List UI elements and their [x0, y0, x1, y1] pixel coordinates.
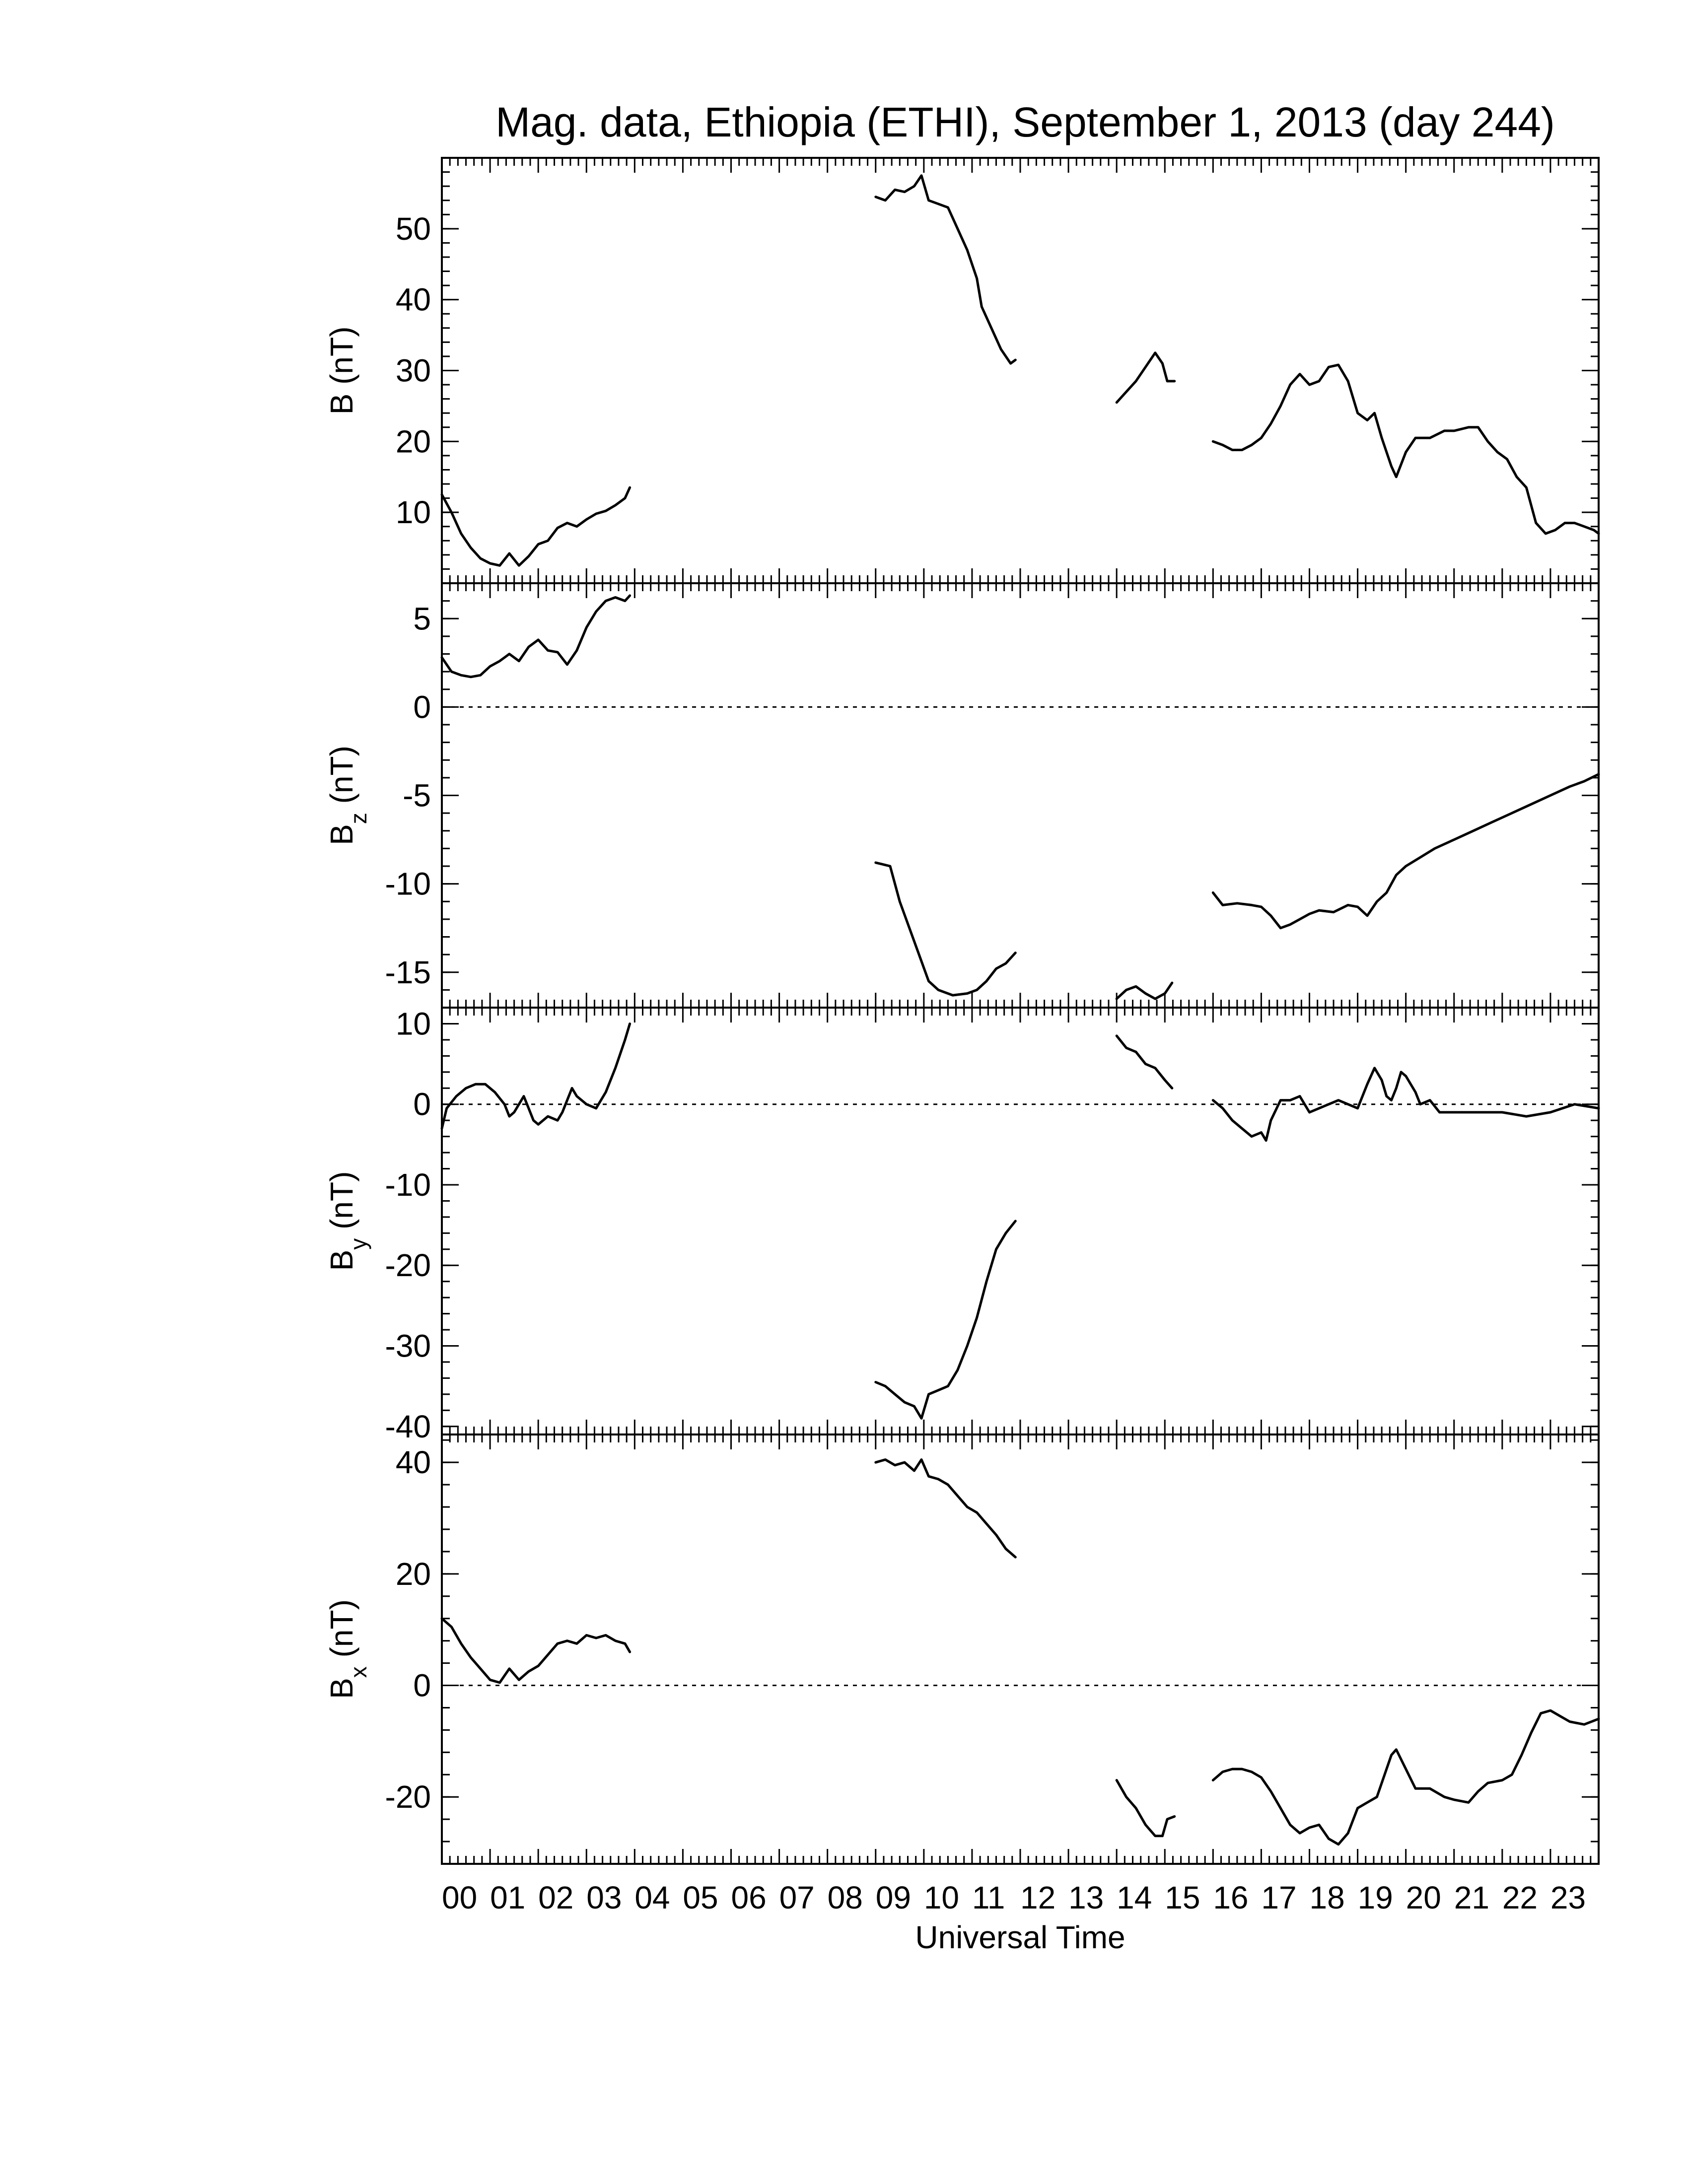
series-b-segment-4 [1211, 363, 1600, 535]
y-axis-label: By (nT) [324, 1171, 371, 1271]
series-bx-segment-2 [874, 1458, 1017, 1559]
series-by-segment-4 [1211, 1067, 1600, 1142]
x-tick-labels: 00 01 02 03 04 05 06 07 08 09 10 11 12 13 14 15 16 17 18 19… [442, 1880, 1586, 1915]
x-tick-label: 10 [924, 1880, 959, 1915]
x-tick-label: 07 [779, 1880, 815, 1915]
y-tick-label: 10 [396, 1006, 431, 1041]
panel-b: 10 20 30 40 50 B (nT) [324, 157, 1600, 584]
y-tick-label: -10 [385, 866, 431, 902]
x-tick-label: 15 [1165, 1880, 1200, 1915]
x-tick-label: 11 [972, 1880, 1005, 1915]
series-by-segment-1 [440, 1023, 632, 1130]
x-tick-label: 19 [1358, 1880, 1393, 1915]
x-tick-label: 03 [586, 1880, 622, 1915]
y-tick-label: -5 [403, 778, 431, 814]
x-tick-label: 20 [1406, 1880, 1441, 1915]
series-bx-segment-3 [1115, 1779, 1176, 1838]
x-tick-label: 12 [1020, 1880, 1055, 1915]
y-tick-label: 5 [413, 601, 431, 636]
x-tick-label: 02 [538, 1880, 573, 1915]
y-tick-label: -30 [385, 1328, 431, 1364]
series-bz-segment-4 [1211, 773, 1600, 930]
series-by-segment-2 [874, 1220, 1017, 1420]
panel-frame [441, 582, 1600, 1009]
series-by-segment-3 [1115, 1034, 1174, 1090]
x-tick-label: 01 [490, 1880, 525, 1915]
y-tick-label: 30 [396, 353, 431, 389]
x-tick-label: 21 [1454, 1880, 1489, 1915]
y-tick-label: -15 [385, 955, 431, 990]
y-tick-label: -10 [385, 1167, 431, 1203]
y-tick-label: 0 [413, 1087, 431, 1122]
series-b-segment-1 [440, 486, 632, 567]
x-tick-label: 22 [1502, 1880, 1538, 1915]
series-bz-segment-2 [874, 861, 1017, 997]
series-bz-segment-1 [440, 594, 632, 679]
panel-bz: 5 0 -5 -10 -15 Bz (nT) [324, 582, 1600, 1009]
y-tick-label: 0 [413, 689, 431, 725]
panel-frame [441, 157, 1600, 584]
y-tick-label: 10 [396, 494, 431, 530]
x-tick-label: 00 [442, 1880, 477, 1915]
y-axis-label: Bz (nT) [324, 746, 371, 845]
x-tick-label: 18 [1310, 1880, 1345, 1915]
y-axis-label: Bx (nT) [324, 1599, 371, 1699]
x-tick-label: 05 [683, 1880, 718, 1915]
x-tick-label: 13 [1068, 1880, 1104, 1915]
y-tick-label: 40 [396, 1444, 431, 1480]
x-tick-label: 08 [828, 1880, 863, 1915]
series-bx-segment-4 [1211, 1709, 1600, 1846]
x-tick-label: 06 [731, 1880, 767, 1915]
y-axis-label: B (nT) [324, 327, 359, 415]
y-tick-label: 0 [413, 1668, 431, 1704]
x-tick-label: 14 [1117, 1880, 1152, 1915]
y-tick-label: -40 [385, 1409, 431, 1444]
panel-frame [441, 1433, 1600, 1865]
chart-title: Mag. data, Ethiopia (ETHI), September 1,… [495, 99, 1555, 145]
y-tick-label: -20 [385, 1247, 431, 1283]
y-tick-label: 40 [396, 282, 431, 318]
y-tick-label: -20 [385, 1779, 431, 1815]
panel-by: 10 0 -10 -20 -30 -40 By (nT) [324, 1006, 1600, 1444]
x-tick-label: 09 [876, 1880, 911, 1915]
series-bx-segment-1 [440, 1617, 632, 1684]
panel-frame [441, 1007, 1600, 1435]
x-tick-label: 04 [634, 1880, 670, 1915]
panel-bx: 40 20 0 -20 Bx (nT) [324, 1433, 1600, 1865]
series-b-segment-2 [874, 174, 1017, 365]
x-axis-label: Universal Time [915, 1919, 1125, 1955]
series-b-segment-3 [1115, 351, 1176, 404]
y-tick-label: 50 [396, 211, 431, 247]
series-bz-segment-3 [1115, 981, 1174, 1000]
y-tick-label: 20 [396, 423, 431, 459]
x-tick-label: 17 [1261, 1880, 1296, 1915]
x-tick-label: 16 [1213, 1880, 1248, 1915]
y-tick-label: 20 [396, 1556, 431, 1592]
x-tick-label: 23 [1550, 1880, 1586, 1915]
